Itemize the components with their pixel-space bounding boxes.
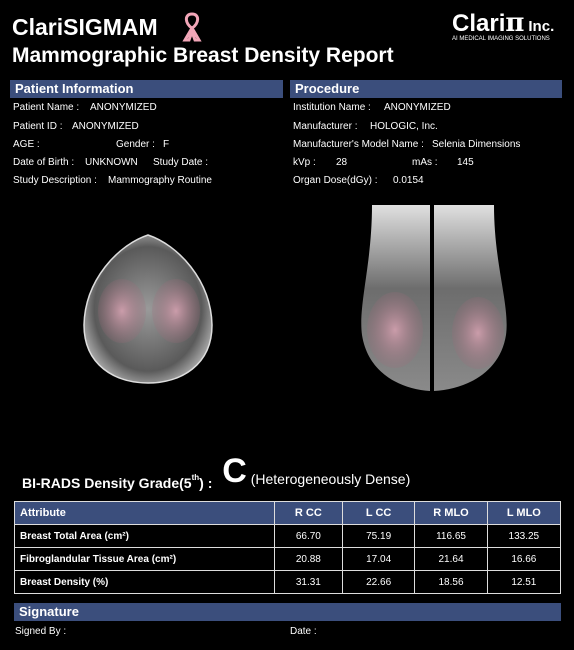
column-header: R CC [273, 501, 343, 525]
table-cell: 21.64 [414, 547, 488, 571]
field-label: Date of Birth : [13, 157, 75, 168]
field-label: Manufacturer : [293, 121, 358, 132]
field-value: 145 [457, 157, 474, 168]
brand: ClariSIGMAM [12, 14, 158, 40]
table-cell: 133.25 [486, 524, 562, 548]
ribbon-icon [182, 12, 202, 42]
density-label: BI-RADS Density Grade(5 [22, 475, 192, 491]
field-label: kVp : [293, 157, 316, 168]
row-label: Breast Total Area (cm²) [14, 524, 275, 548]
table-row: Breast Density (%) 31.31 22.66 18.56 12.51 [14, 570, 562, 594]
table-cell: 12.51 [486, 570, 562, 594]
table-cell: 20.88 [273, 547, 343, 571]
table-cell: 17.04 [341, 547, 416, 571]
field-label: Patient Name : [13, 102, 80, 113]
field-value: HOLOGIC, Inc. [370, 121, 438, 132]
table-header-row: Attribute R CC L CC R MLO L MLO [14, 501, 562, 525]
field-value: ANONYMIZED [90, 102, 157, 113]
density-label-end: ) : [199, 475, 213, 491]
field-label: Institution Name : [293, 102, 371, 113]
field-label: Patient ID : [13, 121, 63, 132]
table-cell: 66.70 [273, 524, 343, 548]
field-label: Organ Dose(dGy) : [293, 175, 378, 186]
section-heading: Procedure [290, 80, 562, 98]
section-heading: Patient Information [10, 80, 283, 98]
logo-symbol: π [505, 8, 525, 38]
field-value: UNKNOWN [85, 157, 138, 168]
field-label: mAs : [412, 157, 438, 168]
field-value: ANONYMIZED [384, 102, 451, 113]
table-cell: 31.31 [273, 570, 343, 594]
column-header: L MLO [486, 501, 562, 525]
density-table: Attribute R CC L CC R MLO L MLO Breast Total … [14, 501, 562, 594]
field-label: Gender : [116, 139, 155, 150]
table-row: Fibroglandular Tissue Area (cm²) 20.88 17.… [14, 547, 562, 571]
table-row: Breast Total Area (cm²) 66.70 75.19 116.65 1… [14, 524, 562, 548]
column-header: Attribute [14, 501, 275, 525]
density-grade: C [222, 452, 247, 490]
field-value: Selenia Dimensions [432, 139, 521, 150]
field-value: 0.0154 [393, 175, 424, 186]
section-heading: Signature [14, 603, 561, 621]
field-value: ANONYMIZED [72, 121, 139, 132]
column-header: R MLO [414, 501, 488, 525]
field-value: 28 [336, 157, 348, 168]
field-label: Study Description : [13, 175, 97, 186]
date-label: Date : [290, 626, 317, 637]
field-label: Study Date : [153, 157, 209, 168]
density-description: (Heterogeneously Dense) [250, 471, 411, 487]
logo-tagline: AI MEDICAL IMAGING SOLUTIONS [452, 36, 550, 42]
density-line: BI-RADS Density Grade(5th) : C (Heteroge… [22, 452, 410, 491]
field-label: Manufacturer's Model Name : [293, 139, 424, 150]
row-label: Breast Density (%) [14, 570, 275, 594]
field-label: AGE : [13, 139, 40, 150]
signed-by-label: Signed By : [15, 626, 67, 637]
field-value: Mammography Routine [108, 175, 212, 186]
row-label: Fibroglandular Tissue Area (cm²) [14, 547, 275, 571]
logo-text: Clari [452, 10, 506, 37]
logo: Clariπ Inc. [452, 8, 554, 38]
table-cell: 16.66 [486, 547, 562, 571]
table-cell: 116.65 [414, 524, 488, 548]
report-title: Mammographic Breast Density Report [12, 44, 394, 67]
density-superscript: th [191, 473, 200, 483]
field-value: F [163, 139, 170, 150]
mammogram-images [83, 205, 507, 391]
table-cell: 22.66 [341, 570, 416, 594]
column-header: L CC [341, 501, 416, 525]
table-cell: 18.56 [414, 570, 488, 594]
table-cell: 75.19 [341, 524, 416, 548]
logo-suffix: Inc. [528, 18, 555, 35]
